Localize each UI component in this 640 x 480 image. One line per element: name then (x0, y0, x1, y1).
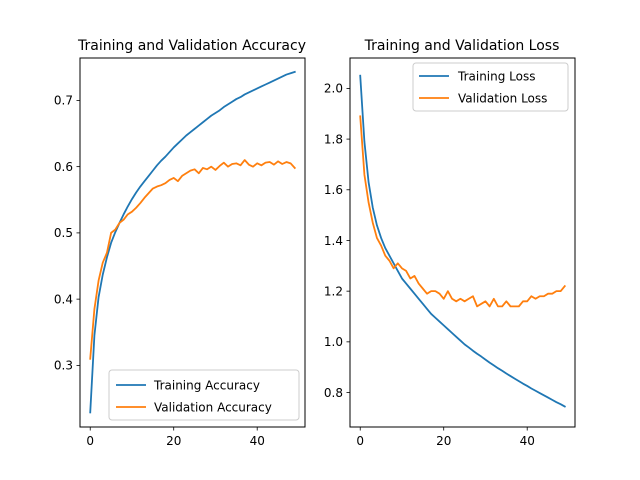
loss-title: Training and Validation Loss (364, 38, 560, 54)
accuracy-title: Training and Validation Accuracy (77, 38, 306, 54)
accuracy-series-validation-line (89, 159, 297, 360)
accuracy-axes-frame (79, 57, 306, 428)
accuracy-x-tick-label: 20 (166, 434, 181, 448)
loss-y-tick-label: 1.2 (324, 284, 343, 298)
loss-legend-training-label: Training Loss (457, 70, 535, 84)
loss-series-lines (359, 74, 567, 408)
loss-plot-area (350, 58, 575, 427)
loss-y-tick-label: 1.0 (324, 335, 343, 349)
accuracy-y-tick-label: 0.4 (54, 292, 73, 306)
accuracy-legend-validation-label: Validation Accuracy (154, 401, 272, 415)
loss-series-training-line (359, 74, 566, 408)
accuracy-x-tick-label: 40 (250, 434, 265, 448)
accuracy-y-tick-label: 0.6 (54, 160, 73, 174)
loss-y-tick-label: 1.6 (324, 183, 343, 197)
loss-x-tick-label: 20 (436, 434, 451, 448)
loss-y-tick-label: 1.4 (324, 234, 343, 248)
accuracy-y-tick-label: 0.5 (54, 226, 73, 240)
accuracy-x-tick-label: 0 (86, 434, 94, 448)
accuracy-y-tick-label: 0.7 (54, 94, 73, 108)
loss-x-ticks: 0 20 40 (356, 427, 535, 448)
accuracy-series-lines (89, 70, 297, 414)
loss-legend: Training Loss Validation Loss (412, 62, 569, 112)
accuracy-plot-area (80, 58, 305, 427)
loss-legend-box (412, 62, 569, 112)
loss-x-tick-label: 40 (520, 434, 535, 448)
loss-x-tick-label: 0 (356, 434, 364, 448)
accuracy-series-training-line (89, 70, 296, 414)
accuracy-x-ticks: 0 20 40 (86, 427, 265, 448)
loss-axes-frame (349, 57, 576, 428)
loss-y-tick-label: 1.8 (324, 132, 343, 146)
accuracy-y-ticks: 0.3 0.4 0.5 0.6 0.7 (54, 94, 80, 373)
loss-y-tick-label: 0.8 (324, 386, 343, 400)
loss-subplot: Training and Validation Loss 0.8 1.0 1.2 1.… (324, 38, 576, 448)
loss-legend-validation-label: Validation Loss (458, 92, 547, 106)
accuracy-legend: Training Accuracy Validation Accuracy (108, 369, 300, 421)
loss-y-ticks: 0.8 1.0 1.2 1.4 1.6 1.8 2.0 (324, 82, 350, 400)
accuracy-legend-box (108, 369, 300, 421)
loss-y-tick-label: 2.0 (324, 82, 343, 96)
loss-series-validation-line (359, 115, 567, 308)
accuracy-legend-training-label: Training Accuracy (153, 379, 260, 393)
accuracy-subplot: Training and Validation Accuracy 0.30.40… (54, 38, 306, 448)
accuracy-y-tick-label: 0.3 (54, 359, 73, 373)
